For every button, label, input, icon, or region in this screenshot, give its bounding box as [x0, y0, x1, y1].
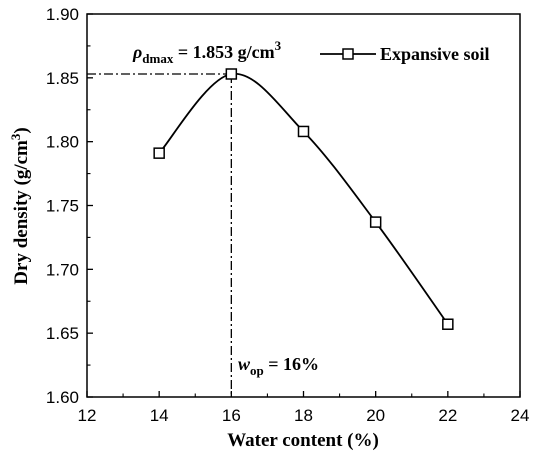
x-tick-label: 24 [511, 406, 530, 425]
data-point [369, 216, 382, 228]
data-point [442, 318, 454, 330]
data-point [153, 147, 165, 159]
x-tick-label: 18 [294, 406, 313, 425]
rho-superscript: 3 [275, 38, 282, 53]
rho-symbol: ρ [132, 42, 142, 62]
x-axis-ticks: 12 14 16 18 20 22 24 [78, 391, 530, 425]
y-tick-label: 1.85 [46, 69, 79, 88]
x-tick-label: 14 [150, 406, 169, 425]
x-axis-title: Water content (%) [227, 430, 379, 451]
x-tick-label: 22 [438, 406, 457, 425]
y-axis-ticks: 1.60 1.65 1.70 1.75 1.80 1.85 1.90 [46, 5, 93, 407]
data-point [225, 68, 238, 80]
plot-frame [86, 13, 521, 398]
rho-value: = 1.853 g/cm [173, 42, 274, 62]
series-line-expansive-soil [158, 73, 449, 325]
y-tick-label: 1.70 [46, 260, 79, 279]
legend-label: Expansive soil [380, 44, 490, 64]
w-symbol: w [238, 354, 251, 374]
x-tick-label: 12 [78, 406, 97, 425]
data-point [297, 125, 310, 138]
y-tick-label: 1.90 [46, 5, 79, 24]
x-tick-label: 16 [222, 406, 241, 425]
legend-marker [342, 48, 354, 60]
x-tick-label: 20 [366, 406, 385, 425]
legend: Expansive soil [320, 44, 490, 64]
series-markers [153, 68, 454, 330]
y-tick-label: 1.80 [46, 133, 79, 152]
y-axis-title-main: Dry density (g/cm [11, 140, 32, 285]
w-value: = 16% [264, 354, 319, 374]
y-axis-title-close: ) [11, 127, 32, 133]
y-tick-label: 1.60 [46, 388, 79, 407]
w-subscript: op [250, 363, 264, 378]
y-axis-title-sup: 3 [8, 133, 23, 140]
y-tick-label: 1.65 [46, 324, 79, 343]
y-axis-title: Dry density (g/cm3) [8, 127, 32, 284]
w-op-annotation: wop = 16% [238, 354, 319, 378]
y-tick-label: 1.75 [46, 197, 79, 216]
rho-subscript: dmax [142, 51, 174, 66]
rho-dmax-annotation: ρdmax = 1.853 g/cm3 [132, 38, 282, 66]
